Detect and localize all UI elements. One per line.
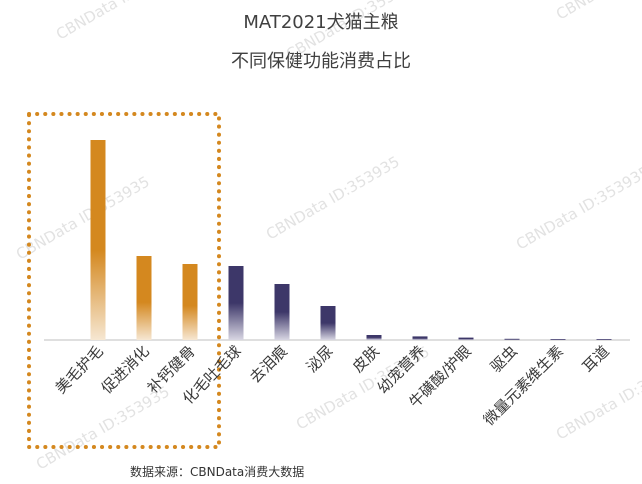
watermark-6: CBNData ID:353935 bbox=[513, 162, 642, 253]
x-tick-label-10: 驱虫 bbox=[487, 342, 521, 376]
highlight-frame bbox=[27, 112, 221, 449]
bar-5 bbox=[274, 284, 290, 340]
bar-9 bbox=[458, 337, 474, 340]
watermark-3: CBNData ID:353935 bbox=[553, 0, 642, 23]
watermark-5: CBNData ID:353935 bbox=[263, 152, 403, 243]
x-tick-label-6: 泌尿 bbox=[303, 342, 337, 376]
bar-12 bbox=[596, 339, 612, 340]
x-tick-label-12: 耳道 bbox=[579, 342, 613, 376]
x-tick-label-2: 促进消化 bbox=[98, 342, 153, 397]
watermark-1: CBNData ID:353935 bbox=[53, 0, 193, 43]
chart-title: MAT2021犬猫主粮 bbox=[243, 12, 398, 33]
bar-6 bbox=[320, 306, 336, 340]
bar-2 bbox=[136, 256, 152, 340]
bar-10 bbox=[504, 338, 520, 340]
data-source: 数据来源：CBNData消费大数据 bbox=[130, 464, 304, 479]
bar-8 bbox=[412, 336, 428, 340]
bar-4 bbox=[228, 266, 244, 340]
bar-3 bbox=[182, 264, 198, 340]
bar-7 bbox=[366, 335, 382, 340]
x-tick-label-1: 美毛护毛 bbox=[52, 342, 107, 397]
chart-subtitle: 不同保健功能消费占比 bbox=[231, 51, 411, 72]
x-tick-label-5: 去泪痕 bbox=[246, 342, 291, 387]
watermark-4: CBNData ID:353935 bbox=[13, 172, 153, 263]
watermark-9: CBNData ID:353935 bbox=[33, 382, 173, 473]
bar-1 bbox=[90, 140, 106, 340]
x-tick-label-11: 微量元素维生素 bbox=[480, 342, 567, 429]
bars-layer bbox=[90, 140, 612, 340]
bar-11 bbox=[550, 339, 566, 340]
